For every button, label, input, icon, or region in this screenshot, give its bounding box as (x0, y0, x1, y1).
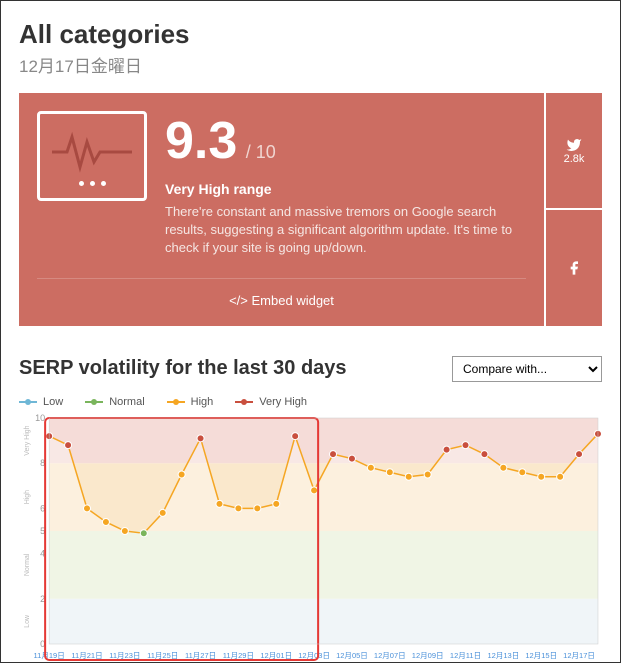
volatility-chart: 02456810LowNormalHighVery High11月19日11月2… (19, 414, 602, 664)
svg-text:11月29日: 11月29日 (223, 651, 254, 660)
twitter-share-button[interactable]: 2.8k (546, 93, 602, 208)
facebook-share-button[interactable] (546, 210, 602, 325)
score-range: Very High range (165, 181, 526, 197)
svg-text:12月17日: 12月17日 (563, 651, 595, 660)
svg-text:12月13日: 12月13日 (487, 651, 519, 660)
facebook-icon (566, 260, 582, 276)
score-max: / 10 (246, 142, 276, 162)
embed-widget-button[interactable]: </> Embed widget (37, 278, 526, 308)
score-value: 9.3 (165, 112, 237, 170)
svg-text:12月05日: 12月05日 (336, 651, 368, 660)
svg-text:High: High (24, 489, 31, 503)
page-title: All categories (19, 19, 602, 50)
legend-high: High (191, 396, 214, 408)
chart-legend: Low Normal High Very High (19, 396, 602, 408)
pulse-icon (37, 111, 147, 201)
legend-low: Low (43, 396, 63, 408)
svg-text:Very High: Very High (24, 425, 31, 455)
svg-text:12月09日: 12月09日 (412, 651, 444, 660)
twitter-count: 2.8k (564, 153, 585, 165)
legend-very-high: Very High (259, 396, 307, 408)
score-card: 9.3 / 10 Very High range There're consta… (19, 93, 544, 326)
svg-text:12月11日: 12月11日 (450, 651, 481, 660)
svg-text:10: 10 (35, 414, 45, 423)
svg-text:11月25日: 11月25日 (147, 651, 178, 660)
svg-text:12月07日: 12月07日 (374, 651, 406, 660)
legend-normal: Normal (109, 396, 144, 408)
page-date: 12月17日金曜日 (19, 52, 602, 77)
svg-text:11月19日: 11月19日 (34, 651, 65, 660)
svg-text:Low: Low (24, 614, 31, 628)
svg-text:Normal: Normal (24, 553, 31, 576)
code-icon: </> (229, 293, 248, 308)
svg-text:12月03日: 12月03日 (298, 651, 330, 660)
twitter-icon (566, 137, 582, 153)
svg-text:12月01日: 12月01日 (260, 651, 292, 660)
embed-label: Embed widget (252, 293, 334, 308)
chart-title: SERP volatility for the last 30 days (19, 357, 347, 380)
svg-text:11月27日: 11月27日 (185, 651, 216, 660)
score-description: There're constant and massive tremors on… (165, 203, 526, 258)
svg-text:11月21日: 11月21日 (71, 651, 102, 660)
svg-text:11月23日: 11月23日 (109, 651, 140, 660)
compare-dropdown[interactable]: Compare with... (452, 356, 602, 382)
svg-text:12月15日: 12月15日 (525, 651, 557, 660)
